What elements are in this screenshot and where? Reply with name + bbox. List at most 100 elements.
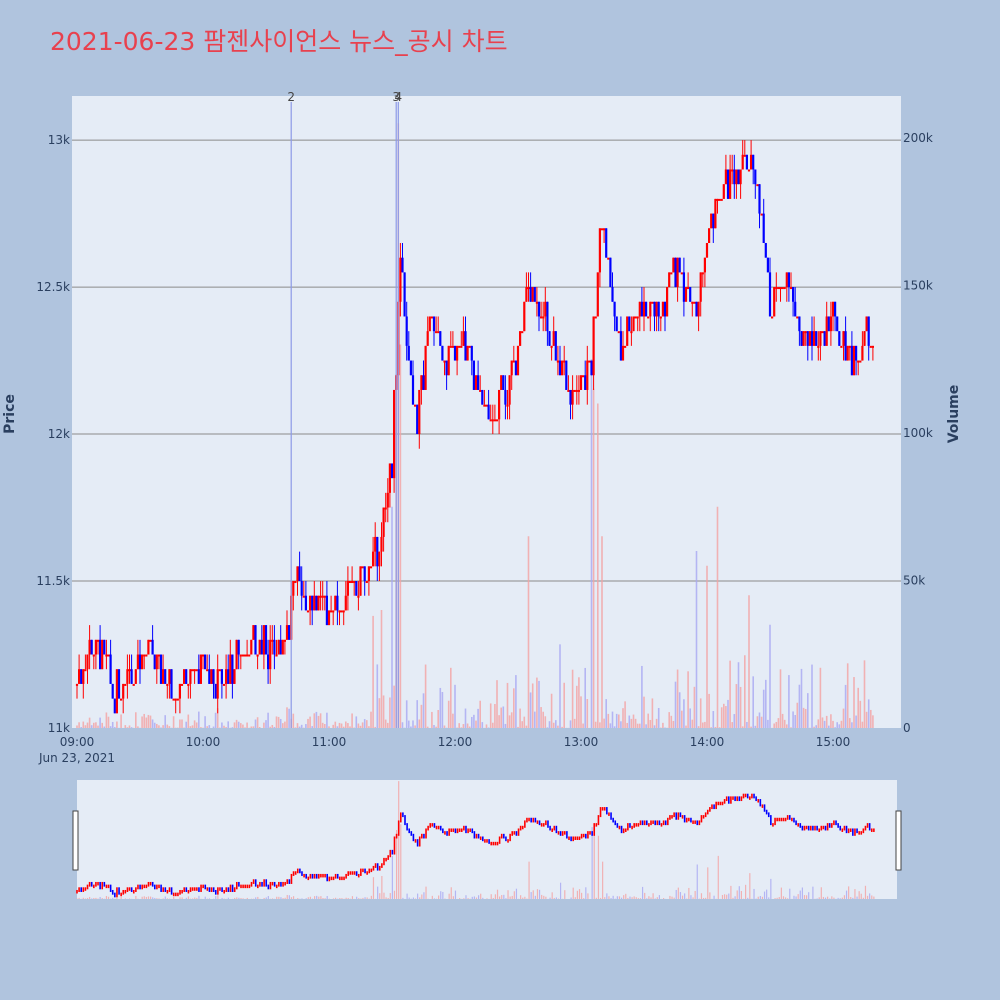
slider-candle	[305, 873, 307, 879]
candle-body	[422, 375, 425, 390]
candle-body	[729, 169, 732, 199]
candle-body	[283, 639, 286, 642]
volume-bar	[872, 715, 874, 728]
slider-candle	[517, 828, 520, 836]
slider-candle	[429, 823, 432, 828]
y2-tick-label: 150k	[903, 279, 933, 293]
volume-bar	[672, 720, 675, 728]
candle-body	[796, 316, 799, 319]
slider-candle	[189, 887, 192, 892]
volume-bar	[723, 703, 725, 728]
slider-candle	[704, 812, 707, 818]
volume-bar	[204, 716, 206, 728]
slider-candle	[870, 828, 873, 832]
slider-volume-bar	[370, 895, 372, 899]
candle-body	[634, 316, 637, 319]
slider-volume-bar	[181, 897, 183, 899]
slider-candle	[450, 828, 453, 832]
slider-candle	[397, 820, 400, 836]
candle-body	[464, 331, 467, 361]
candle-body	[792, 287, 795, 302]
volume-bar	[494, 703, 496, 728]
slider-candle	[721, 801, 724, 806]
candle-body	[424, 345, 427, 390]
slider-volume-bar	[545, 896, 547, 899]
slider-volume-bar	[459, 898, 461, 899]
range-slider-preview	[76, 781, 875, 899]
slider-volume-bar	[852, 897, 854, 899]
slider-volume-bar	[690, 895, 692, 899]
slider-candle	[259, 881, 261, 887]
slider-candle	[755, 796, 757, 802]
volume-bar	[282, 723, 284, 728]
volume-bar	[389, 697, 391, 728]
slider-candle	[179, 889, 181, 895]
volume-bar	[773, 723, 775, 728]
slider-volume-bar	[341, 898, 343, 899]
range-slider-handle-right[interactable]	[895, 810, 902, 871]
volume-bar	[315, 711, 318, 728]
candle-body	[586, 360, 589, 390]
volume-bar	[832, 720, 834, 728]
candle-body	[577, 389, 580, 392]
volume-bar	[292, 713, 295, 728]
slider-candle	[101, 881, 104, 890]
candle-body	[197, 669, 200, 684]
volume-bar	[143, 713, 145, 728]
volume-bar	[452, 713, 454, 728]
candle-body	[529, 287, 532, 302]
volume-bar	[758, 712, 761, 728]
slider-candle	[158, 884, 160, 889]
slider-volume-bar	[271, 898, 274, 899]
slider-volume-bar	[431, 895, 433, 899]
candle-body	[418, 389, 421, 435]
slider-volume-bar	[324, 898, 326, 899]
candle-body	[411, 375, 415, 405]
volume-bar	[702, 722, 704, 728]
slider-volume-bar	[549, 897, 551, 899]
candle-body	[773, 287, 776, 317]
slider-volume-bar	[246, 897, 248, 899]
range-slider-handle-left[interactable]	[72, 810, 79, 871]
volume-bar	[296, 723, 299, 728]
slider-candle	[242, 884, 244, 889]
slider-candle	[694, 820, 696, 824]
volume-bar	[590, 359, 593, 728]
volume-bar	[853, 677, 855, 728]
volume-bar	[475, 720, 477, 728]
candle-body	[596, 272, 599, 317]
slider-volume-bar	[866, 895, 869, 899]
candle-body	[84, 669, 87, 672]
candle-body	[134, 669, 137, 684]
volume-bar	[454, 684, 456, 728]
candle-body	[800, 331, 803, 346]
candle-body	[844, 331, 847, 361]
volume-bar	[405, 700, 408, 728]
slider-volume-bar	[383, 892, 385, 899]
slider-candle	[418, 836, 421, 847]
slider-volume-bar	[164, 896, 166, 899]
slider-candle	[696, 820, 699, 826]
volume-bar	[361, 722, 364, 728]
slider-volume-bar	[688, 887, 690, 899]
slider-candle	[740, 796, 743, 802]
slider-volume-bar	[494, 894, 497, 899]
slider-candle	[288, 879, 291, 884]
slider-candle	[90, 881, 93, 887]
slider-volume-bar	[812, 886, 814, 899]
slider-volume-bar	[280, 897, 282, 899]
volume-bar	[319, 713, 322, 728]
candle-body	[315, 595, 318, 611]
slider-candle	[757, 799, 760, 803]
slider-candle	[801, 825, 804, 831]
x-tick-label: 10:00	[186, 735, 221, 749]
candle-body	[840, 345, 843, 348]
slider-volume-bar	[419, 897, 421, 899]
candle-body	[222, 683, 226, 686]
slider-volume-bar	[120, 896, 122, 899]
slider-volume-bar	[505, 898, 507, 899]
slider-volume-bar	[490, 894, 492, 899]
slider-candle	[240, 884, 242, 889]
volume-bar	[372, 615, 374, 728]
volume-bar	[582, 723, 584, 728]
